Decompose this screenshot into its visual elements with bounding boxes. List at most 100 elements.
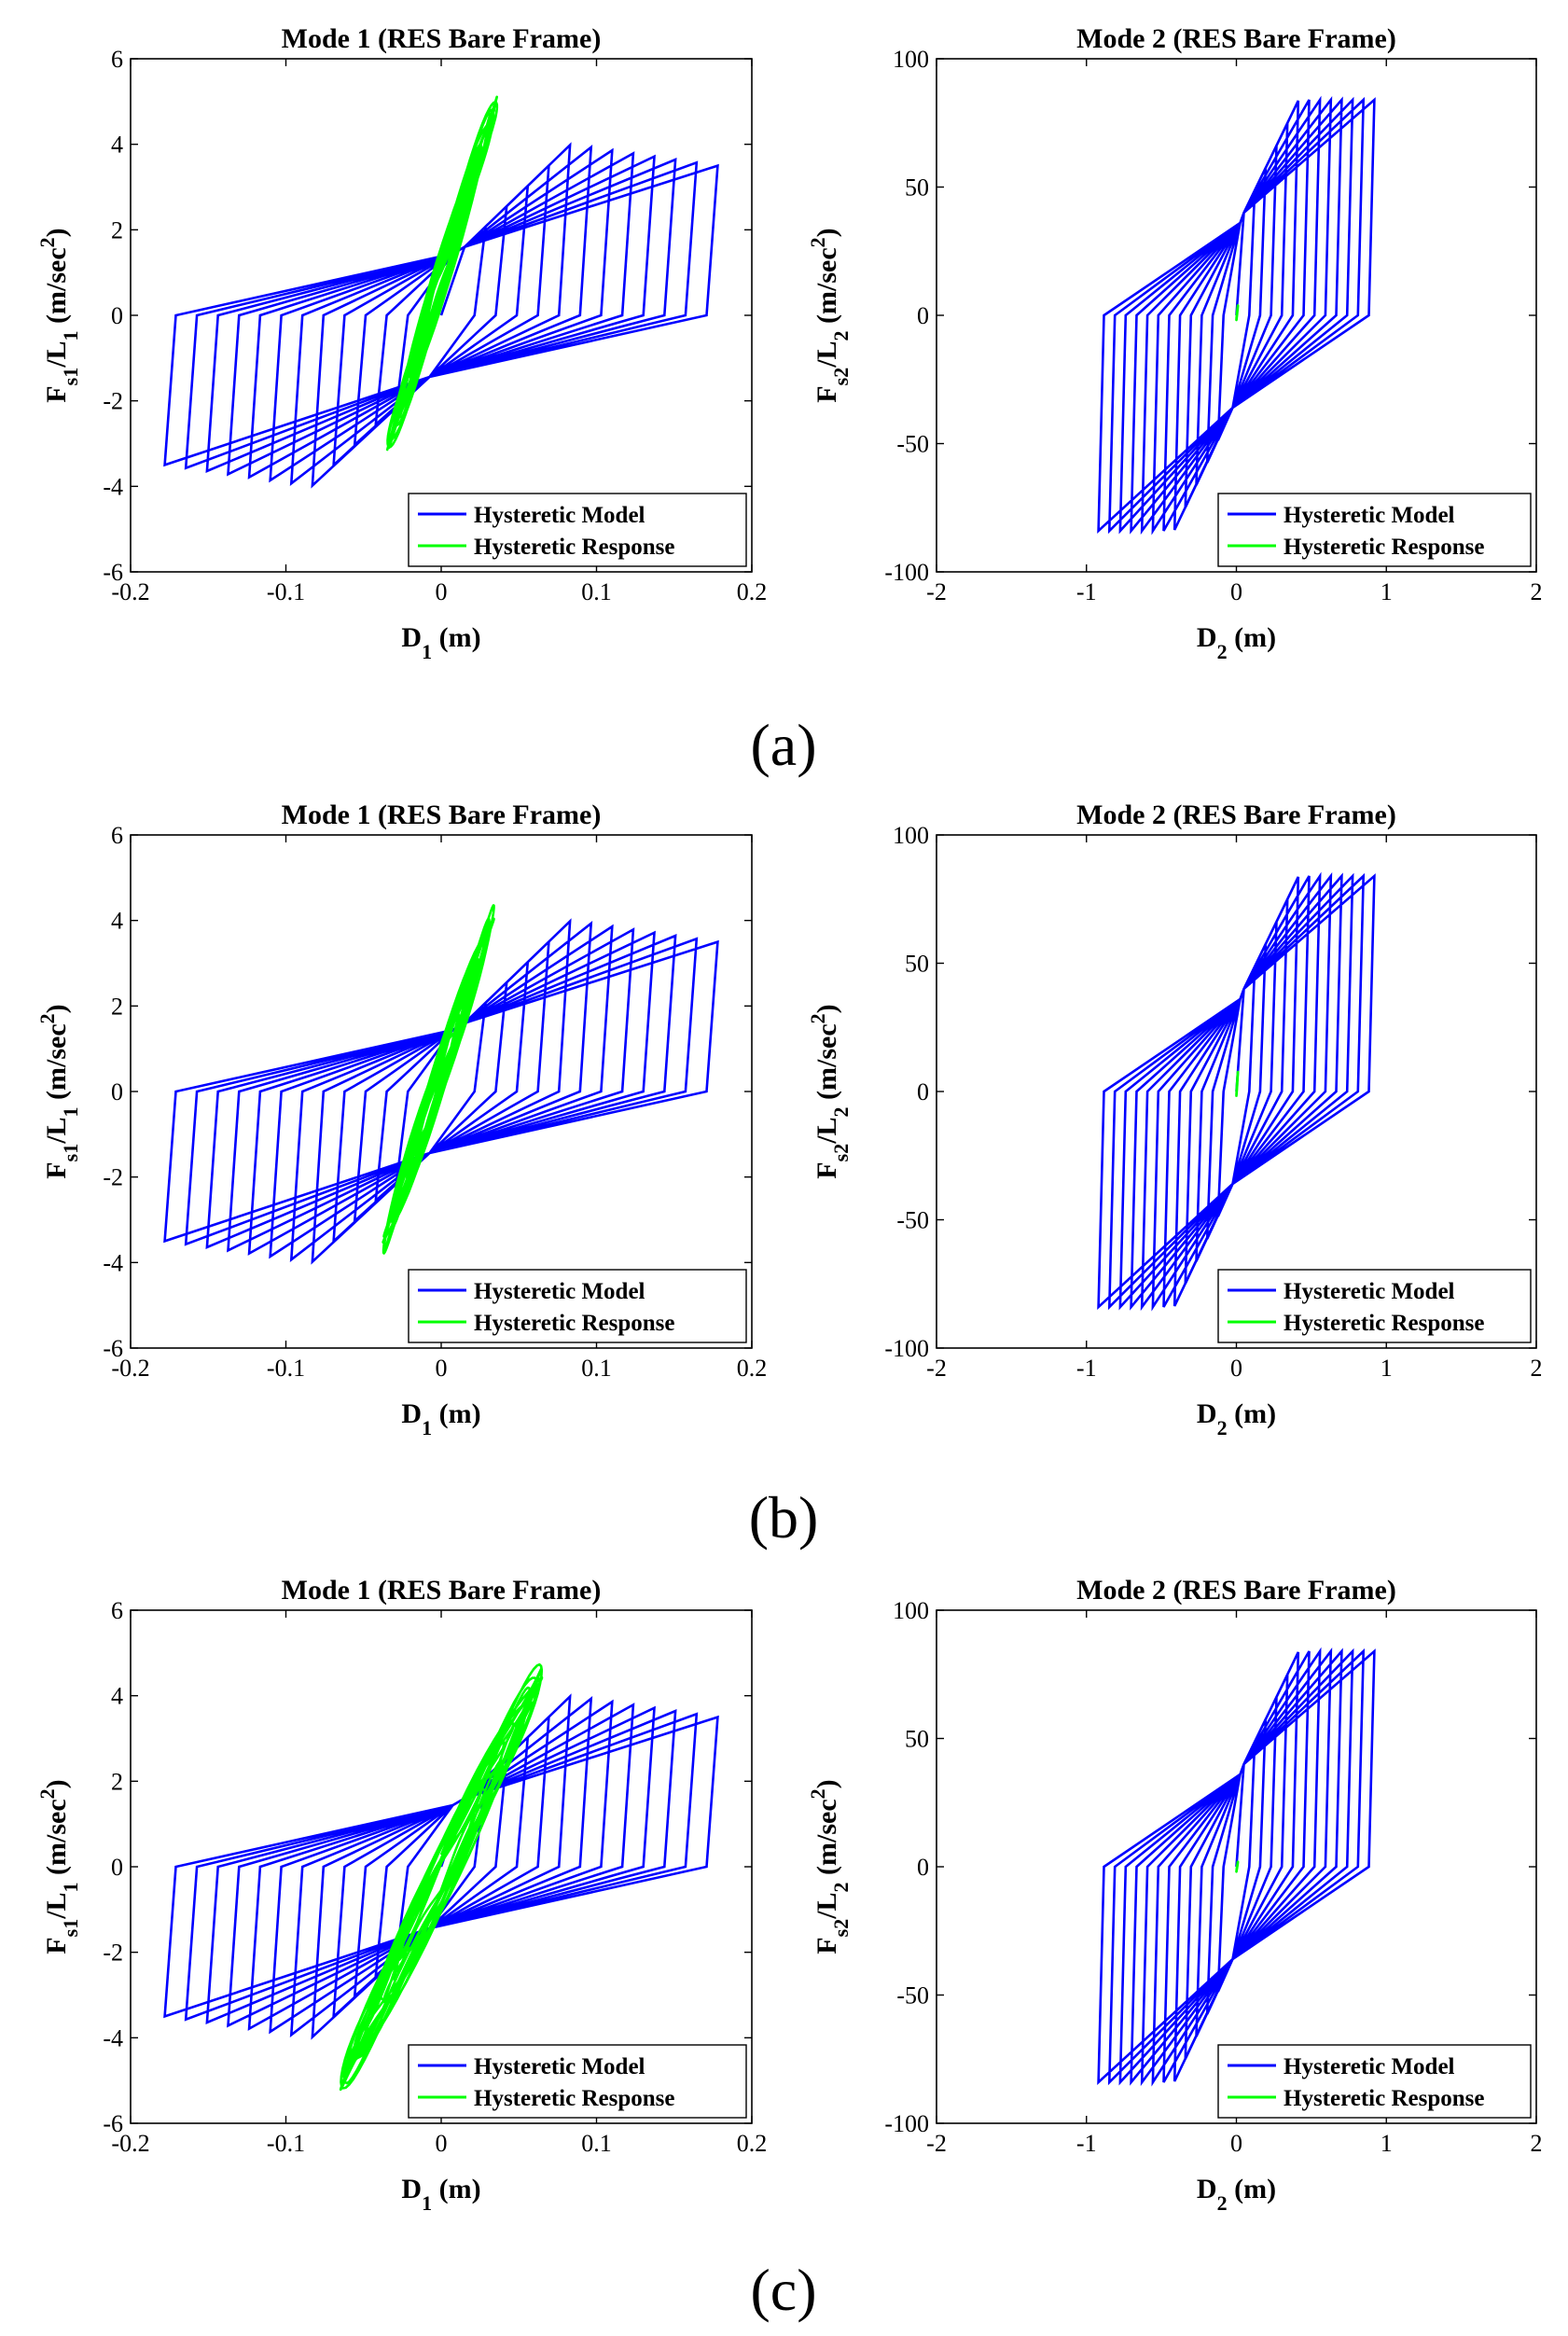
- y-tick-label: 6: [111, 46, 123, 73]
- series-hysteretic-model: [1097, 95, 1376, 535]
- series-hysteretic-model: [1097, 1647, 1376, 2087]
- legend-response-label: Hysteretic Response: [1284, 1311, 1484, 1336]
- legend-response-label: Hysteretic Response: [474, 2086, 674, 2111]
- y-tick-label: 6: [111, 1597, 123, 1624]
- series-hysteretic-response: [1235, 1070, 1240, 1097]
- x-tick-label: -0.1: [267, 578, 305, 605]
- legend-model-label: Hysteretic Model: [474, 503, 645, 528]
- y-axis-label: Fs1/L1 (m/sec2): [35, 1004, 82, 1178]
- legend-box: [408, 2044, 747, 2119]
- x-tick-label: -0.2: [111, 578, 149, 605]
- x-tick-label: 0.1: [581, 578, 612, 605]
- y-axis-label: Fs1/L1 (m/sec2): [35, 228, 82, 402]
- y-tick-label: 0: [917, 1078, 929, 1105]
- chart-5: -2 -1 0 1 2 -100 -50 0 50 100 Mode 2 (RES Bare Fra…: [806, 1575, 1543, 2215]
- series-hysteretic-response: [385, 95, 499, 452]
- legend-box: [408, 1269, 747, 1343]
- y-axis-label: Fs2/L2 (m/sec2): [806, 228, 853, 402]
- x-axis-label: D1 (m): [401, 2174, 480, 2215]
- x-tick-label: -2: [926, 2130, 947, 2157]
- y-axis-label: Fs2/L2 (m/sec2): [806, 1779, 853, 1954]
- x-axis-label: D2 (m): [1197, 2174, 1276, 2215]
- y-tick-label: -2: [103, 388, 123, 415]
- legend-response-label: Hysteretic Response: [474, 1311, 674, 1336]
- y-tick-label: 2: [111, 1768, 123, 1795]
- legend: Hysteretic Model Hysteretic Response: [1217, 493, 1532, 567]
- y-tick-label: -100: [884, 559, 929, 586]
- y-tick-label: -4: [103, 473, 123, 500]
- y-tick-label: -50: [896, 431, 929, 458]
- y-tick-label: 100: [893, 1597, 929, 1624]
- legend-model-label: Hysteretic Model: [1284, 503, 1455, 528]
- y-tick-label: 50: [905, 174, 929, 202]
- x-tick-label: 0: [436, 1355, 448, 1382]
- x-tick-label: -2: [926, 1355, 947, 1382]
- chart-title: Mode 2 (RES Bare Frame): [1076, 1575, 1396, 1606]
- y-tick-label: 0: [111, 1078, 123, 1105]
- x-tick-label: 0.1: [581, 1355, 612, 1382]
- x-tick-label: 1: [1381, 578, 1393, 605]
- y-tick-label: -2: [103, 1164, 123, 1191]
- panel-label-c: (c): [750, 2257, 816, 2323]
- y-tick-label: 6: [111, 822, 123, 849]
- x-tick-label: 0: [436, 2130, 448, 2157]
- x-tick-label: 0: [1230, 578, 1242, 605]
- chart-title: Mode 2 (RES Bare Frame): [1076, 23, 1396, 54]
- y-tick-label: 4: [111, 132, 123, 159]
- x-tick-label: 0: [1230, 1355, 1242, 1382]
- y-tick-label: 0: [111, 302, 123, 329]
- x-tick-label: 1: [1381, 2130, 1393, 2157]
- y-tick-label: 100: [893, 822, 929, 849]
- legend: Hysteretic Model Hysteretic Response: [1217, 2044, 1532, 2119]
- y-tick-label: -6: [103, 1335, 123, 1362]
- x-tick-label: -0.1: [267, 2130, 305, 2157]
- legend-model-label: Hysteretic Model: [1284, 1279, 1455, 1304]
- x-tick-label: 1: [1381, 1355, 1393, 1382]
- y-tick-label: -100: [884, 1335, 929, 1362]
- chart-title: Mode 1 (RES Bare Frame): [282, 23, 602, 54]
- chart-title: Mode 2 (RES Bare Frame): [1076, 800, 1396, 830]
- series-hysteretic-response: [382, 904, 495, 1255]
- y-tick-label: -4: [103, 1249, 123, 1276]
- series-hysteretic-response: [1235, 1860, 1240, 1873]
- legend-model-label: Hysteretic Model: [474, 2054, 645, 2079]
- x-tick-label: 0.2: [737, 1355, 768, 1382]
- x-tick-label: 0: [1230, 2130, 1242, 2157]
- panel-label-a: (a): [750, 712, 816, 778]
- chart-4: -0.2 -0.1 0 0.1 0.2 -6 -4 -2 0 2 4 6 Mode 1 (RES Bar…: [35, 1575, 768, 2215]
- x-tick-label: -1: [1076, 578, 1097, 605]
- legend: Hysteretic Model Hysteretic Response: [408, 493, 747, 567]
- y-tick-label: 4: [111, 1683, 123, 1710]
- chart-title: Mode 1 (RES Bare Frame): [282, 1575, 602, 1606]
- x-tick-label: -1: [1076, 2130, 1097, 2157]
- legend-model-label: Hysteretic Model: [1284, 2054, 1455, 2079]
- y-axis-label: Fs1/L1 (m/sec2): [35, 1779, 82, 1954]
- y-axis-label: Fs2/L2 (m/sec2): [806, 1004, 853, 1178]
- series-hysteretic-response: [1235, 304, 1240, 322]
- legend-box: [1217, 1269, 1532, 1343]
- y-tick-label: 100: [893, 46, 929, 73]
- y-tick-label: 0: [917, 302, 929, 329]
- chart-3: -2 -1 0 1 2 -100 -50 0 50 100 Mode 2 (RES Bare Fra…: [806, 800, 1543, 1439]
- series-hysteretic-model: [163, 1693, 719, 2040]
- x-tick-label: 2: [1531, 2130, 1543, 2157]
- chart-2: -0.2 -0.1 0 0.1 0.2 -6 -4 -2 0 2 4 6 Mode 1 (RES Bar…: [35, 800, 768, 1439]
- legend: Hysteretic Model Hysteretic Response: [408, 1269, 747, 1343]
- legend-box: [1217, 2044, 1532, 2119]
- y-tick-label: -50: [896, 1982, 929, 2009]
- x-tick-label: 0.1: [581, 2130, 612, 2157]
- x-tick-label: -0.2: [111, 2130, 149, 2157]
- chart-title: Mode 1 (RES Bare Frame): [282, 800, 602, 830]
- chart-0: -0.2 -0.1 0 0.1 0.2 -6 -4 -2 0 2 4 6 Mode 1 (RES Bar…: [35, 23, 768, 663]
- y-tick-label: -6: [103, 2110, 123, 2137]
- y-tick-label: -4: [103, 2024, 123, 2051]
- y-tick-label: -50: [896, 1207, 929, 1234]
- legend-box: [408, 493, 747, 567]
- y-tick-label: 4: [111, 908, 123, 935]
- x-tick-label: -0.1: [267, 1355, 305, 1382]
- panel-label-b: (b): [749, 1484, 819, 1550]
- y-tick-label: 2: [111, 216, 123, 243]
- x-tick-label: 0.2: [737, 578, 768, 605]
- y-tick-label: -6: [103, 559, 123, 586]
